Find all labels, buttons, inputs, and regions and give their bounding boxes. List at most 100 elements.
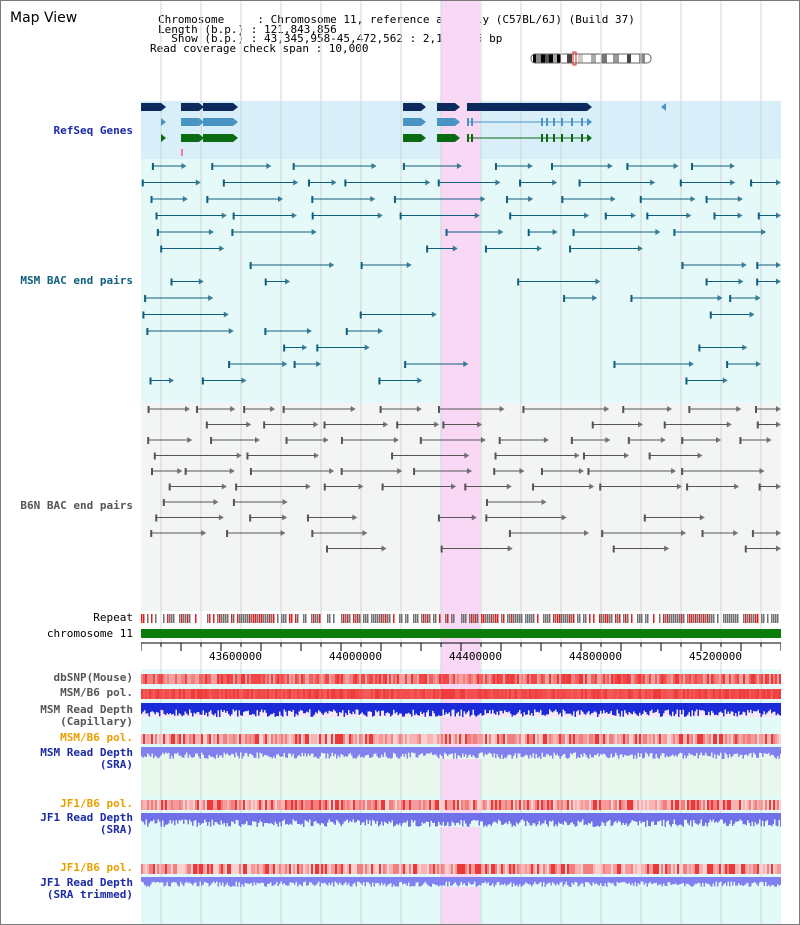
msm-depth-capillary-bar bbox=[753, 703, 755, 711]
msm-pol-strip bbox=[315, 689, 317, 699]
msm-pol2-strip bbox=[619, 734, 621, 744]
jf1-depth-sra-bar bbox=[603, 813, 605, 823]
dbsnp-strip bbox=[751, 674, 753, 684]
dbsnp-strip bbox=[559, 674, 561, 684]
msm-depth-sra-bar bbox=[444, 747, 446, 753]
msm-pol-strip bbox=[397, 689, 399, 699]
jf1-pol2-strip bbox=[391, 864, 393, 874]
repeat-mark bbox=[683, 614, 685, 623]
msm-pol2-strip bbox=[269, 734, 271, 744]
msm-bac-pair-end bbox=[292, 163, 295, 170]
dbsnp-strip bbox=[433, 674, 435, 684]
jf1-pol-strip bbox=[401, 800, 403, 810]
dbsnp-strip bbox=[573, 674, 575, 684]
msm-pol-strip bbox=[165, 689, 167, 699]
msm-depth-sra-bar bbox=[595, 747, 597, 756]
msm-depth-capillary-bar bbox=[388, 703, 390, 714]
track-label-msm-depth-sra-sub: (SRA) bbox=[99, 758, 133, 771]
msm-depth-sra-bar bbox=[366, 747, 368, 756]
msm-depth-capillary-bar bbox=[780, 703, 781, 716]
msm-pol2-strip bbox=[237, 734, 239, 744]
msm-pol-strip bbox=[749, 689, 751, 699]
msm-pol-strip bbox=[155, 689, 157, 699]
jf1-pol-strip bbox=[295, 800, 297, 810]
jf1-pol-strip bbox=[775, 800, 777, 810]
jf1-pol-strip bbox=[249, 800, 251, 810]
jf1-pol2-strip bbox=[503, 864, 505, 874]
repeat-mark bbox=[623, 614, 625, 623]
dbsnp-strip bbox=[721, 674, 723, 684]
repeat-mark bbox=[209, 614, 211, 623]
dbsnp-strip bbox=[317, 674, 319, 684]
dbsnp-strip bbox=[595, 674, 597, 684]
jf1-depth-sra-bar bbox=[534, 813, 536, 824]
jf1-depth-sra-bar bbox=[346, 813, 348, 820]
plot-canvas[interactable] bbox=[141, 1, 781, 925]
msm-pol2-strip bbox=[571, 734, 573, 744]
track-label-refseq-genes[interactable]: RefSeq Genes bbox=[53, 124, 133, 137]
msm-depth-sra-bar bbox=[721, 747, 723, 759]
msm-depth-capillary-bar bbox=[765, 703, 767, 715]
track-label-b6n-bac[interactable]: B6N BAC end pairs bbox=[20, 499, 133, 512]
repeat-mark bbox=[603, 614, 605, 623]
jf1-pol-strip bbox=[757, 800, 759, 810]
dbsnp-strip bbox=[399, 674, 401, 684]
msm-depth-sra-bar bbox=[664, 747, 666, 758]
msm-depth-sra-bar bbox=[330, 747, 332, 757]
jf1-pol-strip bbox=[227, 800, 229, 810]
dbsnp-strip bbox=[677, 674, 679, 684]
jf1-depth-sra-bar bbox=[720, 813, 722, 820]
track-label-msm-bac[interactable]: MSM BAC end pairs bbox=[20, 274, 133, 287]
msm-depth-sra-bar bbox=[373, 747, 375, 754]
msm-depth-sra-bar bbox=[514, 747, 516, 754]
jf1-depth-trim-bar bbox=[229, 877, 231, 887]
msm-depth-sra-bar bbox=[772, 747, 774, 756]
jf1-pol-strip bbox=[581, 800, 583, 810]
msm-bac-pair-end bbox=[285, 278, 291, 285]
msm-depth-sra-bar bbox=[466, 747, 468, 759]
b6n-bac-pair-end bbox=[379, 406, 382, 413]
jf1-depth-sra-bar bbox=[730, 813, 732, 821]
dbsnp-strip bbox=[657, 674, 659, 684]
jf1-depth-sra-bar bbox=[765, 813, 767, 822]
jf1-depth-trim-bar bbox=[723, 877, 725, 885]
jf1-pol-strip bbox=[233, 800, 235, 810]
msm-pol2-strip bbox=[593, 734, 595, 744]
msm-depth-sra-bar bbox=[357, 747, 359, 757]
jf1-pol-strip bbox=[349, 800, 351, 810]
jf1-pol-strip bbox=[429, 800, 431, 810]
jf1-pol2-strip bbox=[655, 864, 657, 874]
msm-depth-capillary-bar bbox=[219, 703, 221, 717]
msm-pol-strip bbox=[681, 689, 683, 699]
dbsnp-strip bbox=[597, 674, 599, 684]
msm-depth-capillary-bar bbox=[403, 703, 405, 717]
msm-pol2-strip bbox=[239, 734, 241, 744]
jf1-depth-trim-bar bbox=[214, 877, 216, 884]
msm-pol-strip bbox=[303, 689, 305, 699]
msm-depth-sra-bar bbox=[247, 747, 249, 757]
jf1-pol-strip bbox=[313, 800, 315, 810]
msm-pol2-strip bbox=[415, 734, 417, 744]
jf1-depth-sra-bar bbox=[591, 813, 593, 822]
msm-bac-pair-end bbox=[686, 212, 692, 219]
repeat-mark bbox=[147, 614, 149, 623]
msm-pol-strip bbox=[347, 689, 349, 699]
jf1-depth-sra-bar bbox=[661, 813, 663, 827]
repeat-mark bbox=[733, 614, 735, 623]
jf1-depth-sra-bar bbox=[391, 813, 393, 821]
jf1-pol-strip bbox=[449, 800, 451, 810]
genome-browser-plot[interactable] bbox=[141, 1, 781, 925]
repeat-mark bbox=[469, 614, 471, 623]
jf1-pol2-strip bbox=[211, 864, 213, 874]
dbsnp-strip bbox=[543, 674, 545, 684]
msm-pol2-strip bbox=[527, 734, 529, 744]
jf1-depth-sra-bar bbox=[370, 813, 372, 826]
jf1-depth-trim-bar bbox=[721, 877, 723, 887]
dbsnp-strip bbox=[391, 674, 393, 684]
msm-depth-sra-bar bbox=[312, 747, 314, 754]
repeat-mark bbox=[399, 614, 401, 623]
jf1-depth-trim-bar bbox=[210, 877, 212, 885]
msm-depth-sra-bar bbox=[487, 747, 489, 754]
jf1-depth-trim-bar bbox=[528, 877, 530, 885]
jf1-depth-trim-bar bbox=[301, 877, 303, 887]
